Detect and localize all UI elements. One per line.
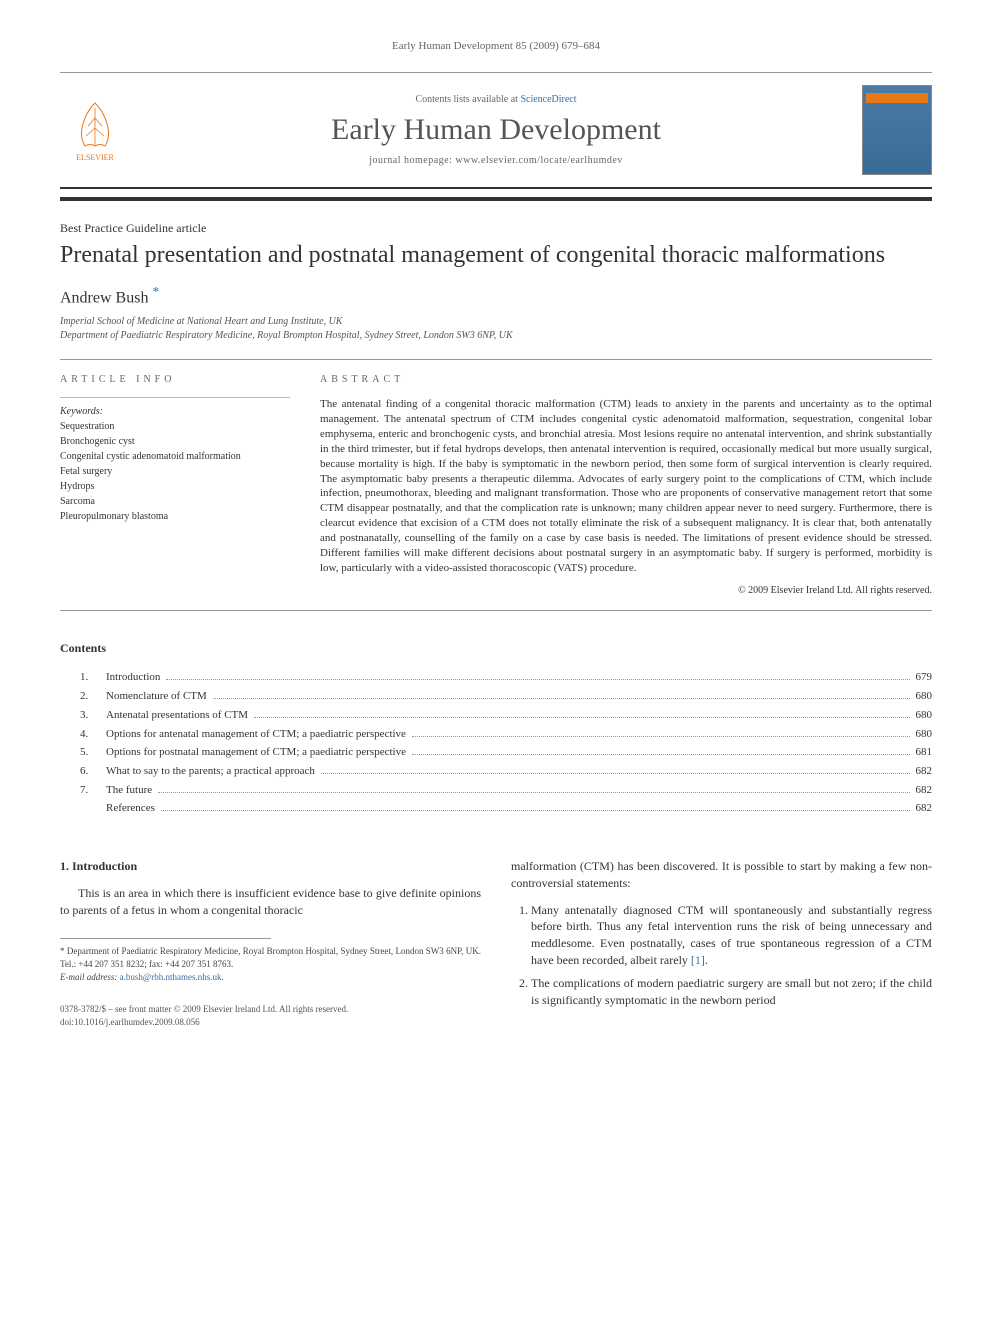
abstract-label: ABSTRACT bbox=[320, 374, 932, 385]
contents-available-line: Contents lists available at ScienceDirec… bbox=[150, 94, 842, 105]
author-name: Andrew Bush * bbox=[60, 284, 932, 307]
doi-line: doi:10.1016/j.earlhumdev.2009.08.056 bbox=[60, 1016, 481, 1029]
toc-title: Options for antenatal management of CTM;… bbox=[106, 725, 406, 744]
keyword: Sequestration bbox=[60, 419, 290, 434]
author-email-link[interactable]: a.bush@rbh.nthames.nhs.uk bbox=[120, 972, 222, 982]
running-header: Early Human Development 85 (2009) 679–68… bbox=[60, 40, 932, 52]
affiliations: Imperial School of Medicine at National … bbox=[60, 315, 932, 343]
toc-leader-dots bbox=[321, 773, 910, 774]
toc-number: 6. bbox=[80, 762, 106, 781]
body-column-left: 1. Introduction This is an area in which… bbox=[60, 858, 481, 1028]
toc-row[interactable]: 7.The future 682 bbox=[80, 781, 932, 800]
abstract-text: The antenatal finding of a congenital th… bbox=[320, 397, 932, 575]
toc-title: References bbox=[106, 799, 155, 818]
article-title: Prenatal presentation and postnatal mana… bbox=[60, 240, 932, 270]
reference-link[interactable]: [1] bbox=[691, 953, 705, 967]
keywords-label: Keywords: bbox=[60, 406, 290, 417]
toc-number: 1. bbox=[80, 668, 106, 687]
toc-page: 680 bbox=[916, 687, 933, 706]
toc-number: 5. bbox=[80, 743, 106, 762]
toc-page: 681 bbox=[916, 743, 933, 762]
toc-row[interactable]: 5.Options for postnatal management of CT… bbox=[80, 743, 932, 762]
table-of-contents: Contents 1.Introduction6792.Nomenclature… bbox=[60, 641, 932, 818]
toc-leader-dots bbox=[254, 717, 909, 718]
article-type: Best Practice Guideline article bbox=[60, 221, 932, 236]
publisher-name: ELSEVIER bbox=[76, 153, 114, 162]
toc-row[interactable]: 3.Antenatal presentations of CTM 680 bbox=[80, 706, 932, 725]
toc-number: 2. bbox=[80, 687, 106, 706]
elsevier-logo: ELSEVIER bbox=[60, 90, 130, 170]
toc-row[interactable]: References 682 bbox=[80, 799, 932, 818]
toc-leader-dots bbox=[412, 754, 910, 755]
corresponding-footnote: * Department of Paediatric Respiratory M… bbox=[60, 945, 481, 983]
toc-page: 679 bbox=[916, 668, 933, 687]
contents-heading: Contents bbox=[60, 641, 932, 656]
journal-cover-thumbnail bbox=[862, 85, 932, 175]
keyword: Bronchogenic cyst bbox=[60, 434, 290, 449]
contents-prefix: Contents lists available at bbox=[415, 94, 520, 105]
toc-row[interactable]: 4.Options for antenatal management of CT… bbox=[80, 725, 932, 744]
footnote-address: * Department of Paediatric Respiratory M… bbox=[60, 945, 481, 970]
toc-number: 4. bbox=[80, 725, 106, 744]
toc-row[interactable]: 6.What to say to the parents; a practica… bbox=[80, 762, 932, 781]
homepage-prefix: journal homepage: bbox=[369, 155, 455, 166]
toc-page: 682 bbox=[916, 762, 933, 781]
keyword: Congenital cystic adenomatoid malformati… bbox=[60, 449, 290, 464]
toc-title: Introduction bbox=[106, 668, 160, 687]
journal-masthead: ELSEVIER Contents lists available at Sci… bbox=[60, 72, 932, 189]
toc-leader-dots bbox=[161, 810, 910, 811]
sciencedirect-link[interactable]: ScienceDirect bbox=[520, 94, 576, 105]
keyword: Fetal surgery bbox=[60, 464, 290, 479]
keywords-list: Sequestration Bronchogenic cyst Congenit… bbox=[60, 419, 290, 524]
affiliation-line: Imperial School of Medicine at National … bbox=[60, 315, 932, 329]
article-info-label: ARTICLE INFO bbox=[60, 374, 290, 385]
list-item: Many antenatally diagnosed CTM will spon… bbox=[531, 902, 932, 969]
numbered-list: Many antenatally diagnosed CTM will spon… bbox=[511, 902, 932, 1009]
toc-page: 682 bbox=[916, 781, 933, 800]
homepage-url[interactable]: www.elsevier.com/locate/earlhumdev bbox=[455, 155, 622, 166]
affiliation-line: Department of Paediatric Respiratory Med… bbox=[60, 329, 932, 343]
body-paragraph: This is an area in which there is insuff… bbox=[60, 885, 481, 919]
footnote-rule bbox=[60, 938, 271, 939]
body-column-right: malformation (CTM) has been discovered. … bbox=[511, 858, 932, 1028]
toc-page: 680 bbox=[916, 725, 933, 744]
article-info-panel: ARTICLE INFO Keywords: Sequestration Bro… bbox=[60, 374, 290, 596]
issn-line: 0378-3782/$ – see front matter © 2009 El… bbox=[60, 1003, 481, 1016]
toc-title: Antenatal presentations of CTM bbox=[106, 706, 248, 725]
toc-number: 3. bbox=[80, 706, 106, 725]
email-label: E-mail address: bbox=[60, 972, 117, 982]
keyword: Sarcoma bbox=[60, 494, 290, 509]
toc-leader-dots bbox=[158, 792, 909, 793]
abstract-panel: ABSTRACT The antenatal finding of a cong… bbox=[320, 374, 932, 596]
toc-title: What to say to the parents; a practical … bbox=[106, 762, 315, 781]
tree-icon bbox=[70, 98, 120, 153]
author-text: Andrew Bush bbox=[60, 289, 148, 306]
body-paragraph: malformation (CTM) has been discovered. … bbox=[511, 858, 932, 892]
toc-number: 7. bbox=[80, 781, 106, 800]
toc-title: The future bbox=[106, 781, 152, 800]
toc-leader-dots bbox=[412, 736, 910, 737]
masthead-rule bbox=[60, 197, 932, 201]
toc-page: 680 bbox=[916, 706, 933, 725]
list-item: The complications of modern paediatric s… bbox=[531, 975, 932, 1009]
toc-leader-dots bbox=[166, 679, 909, 680]
journal-homepage-line: journal homepage: www.elsevier.com/locat… bbox=[150, 155, 842, 166]
corresponding-mark: * bbox=[152, 284, 159, 299]
abstract-copyright: © 2009 Elsevier Ireland Ltd. All rights … bbox=[320, 585, 932, 596]
toc-row[interactable]: 1.Introduction 679 bbox=[80, 668, 932, 687]
toc-row[interactable]: 2.Nomenclature of CTM 680 bbox=[80, 687, 932, 706]
keyword: Hydrops bbox=[60, 479, 290, 494]
toc-leader-dots bbox=[213, 698, 910, 699]
toc-page: 682 bbox=[916, 799, 933, 818]
page-footer-meta: 0378-3782/$ – see front matter © 2009 El… bbox=[60, 1003, 481, 1028]
toc-title: Nomenclature of CTM bbox=[106, 687, 207, 706]
journal-name: Early Human Development bbox=[150, 113, 842, 147]
section-heading-introduction: 1. Introduction bbox=[60, 858, 481, 875]
keyword: Pleuropulmonary blastoma bbox=[60, 509, 290, 524]
toc-title: Options for postnatal management of CTM;… bbox=[106, 743, 406, 762]
